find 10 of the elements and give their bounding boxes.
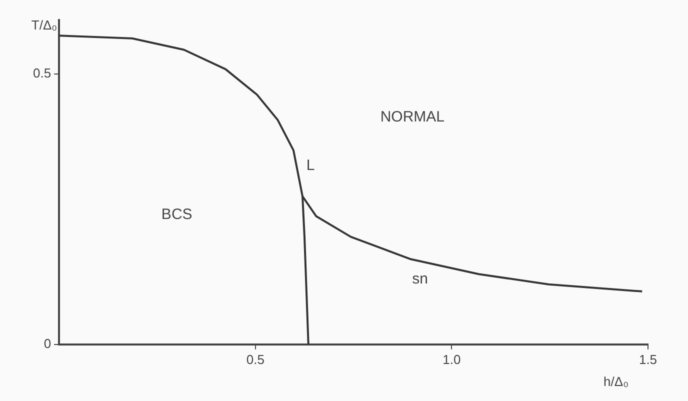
annotation: NORMAL	[380, 108, 445, 126]
annotation: BCS	[161, 206, 192, 223]
y-tick-label: 0	[44, 336, 52, 351]
annotation: L	[306, 157, 315, 174]
x-tick-label: 0.5	[246, 352, 264, 367]
y-axis-title: T/Δ₀	[31, 18, 58, 33]
x-tick-label: 1.0	[442, 352, 461, 367]
x-tick-label: 1.5	[638, 352, 658, 367]
x-axis-title: h/Δ₀	[604, 374, 628, 389]
annotation: sn	[412, 270, 428, 288]
